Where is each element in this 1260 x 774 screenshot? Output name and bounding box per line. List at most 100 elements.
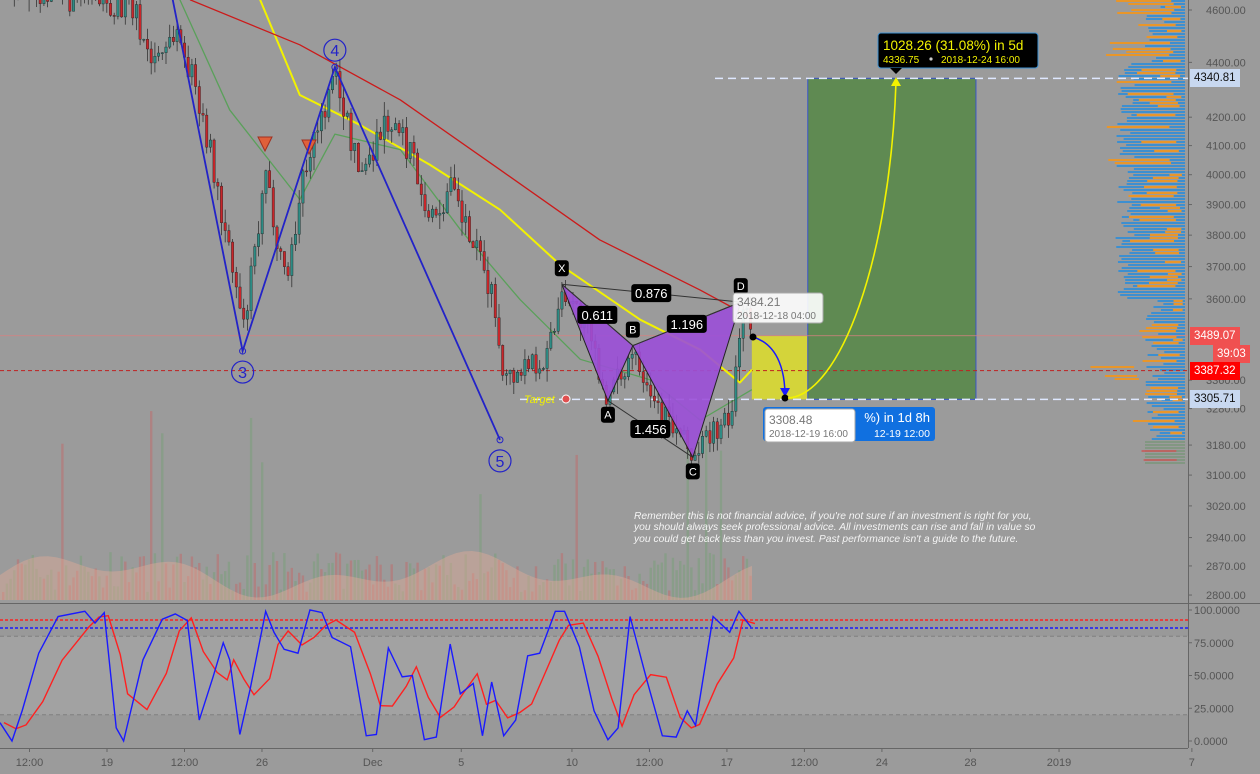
pattern-point-label: A xyxy=(604,410,612,422)
long-position-tool[interactable] xyxy=(0,77,1188,401)
candle-body xyxy=(419,183,423,195)
volume-bar xyxy=(568,585,571,600)
volume-profile-bar xyxy=(1146,15,1185,17)
volume-profile-bar xyxy=(1145,441,1185,443)
volume-profile-bar xyxy=(1125,96,1185,98)
candle-body xyxy=(323,111,327,118)
volume-profile-bar xyxy=(1114,162,1171,164)
volume-profile-bar xyxy=(1148,396,1185,398)
candle-body xyxy=(216,182,220,187)
volume-profile-bar xyxy=(1156,57,1185,59)
volume-profile-bar xyxy=(1151,324,1179,326)
volume-bar xyxy=(101,587,105,600)
volume-bar xyxy=(286,571,290,600)
volume-bar xyxy=(346,563,349,600)
candle-body xyxy=(697,453,701,456)
volume-bar xyxy=(697,558,700,600)
volume-bar xyxy=(453,584,456,600)
candle-body xyxy=(301,170,305,204)
volume-bar xyxy=(668,590,671,600)
harmonic-pattern[interactable]: 0.611 0.876 1.196 1.456 X A B C D xyxy=(554,260,748,480)
volume-bar xyxy=(372,584,375,600)
up-projection-curve xyxy=(787,81,897,399)
ratio-label-box xyxy=(631,284,672,303)
candle-body xyxy=(257,233,260,247)
wave-point xyxy=(496,436,504,444)
candle-body xyxy=(208,139,212,148)
candle-body xyxy=(142,39,146,41)
volume-bar xyxy=(368,564,371,600)
candle-body xyxy=(364,163,368,171)
candle-body xyxy=(42,0,46,4)
volume-profile-bar xyxy=(1117,261,1185,263)
candle-body xyxy=(171,36,175,42)
volume-profile-bar xyxy=(1123,138,1185,140)
candle-body xyxy=(164,46,168,53)
elliott-wave[interactable]: 3 4 5 xyxy=(170,0,512,473)
pattern-point-box xyxy=(600,406,615,423)
candle-body xyxy=(49,0,53,2)
projection-point xyxy=(781,394,789,402)
low-tooltip-box xyxy=(764,408,856,443)
volume-profile-bar xyxy=(1151,312,1185,314)
pattern-point-label: C xyxy=(689,466,697,478)
wave-line xyxy=(171,0,501,441)
volume-bar xyxy=(386,586,390,600)
candle-body xyxy=(320,111,323,132)
candle-body xyxy=(109,3,112,16)
volume-bar xyxy=(187,576,190,600)
volume-bar xyxy=(383,579,386,600)
volume-bar xyxy=(486,571,490,600)
price-badge-target: 4340.81 xyxy=(1190,69,1240,88)
wave-label-circle xyxy=(488,449,512,473)
time-tick-label: 19 xyxy=(101,757,113,769)
volume-profile-bar xyxy=(1116,135,1185,137)
candle-body xyxy=(345,112,349,117)
volume-profile-bar xyxy=(1121,105,1185,107)
candle-body xyxy=(538,368,542,374)
candle-body xyxy=(368,154,371,165)
volume-bar xyxy=(272,552,275,600)
volume-bar xyxy=(520,591,523,600)
candle-body xyxy=(294,234,297,245)
price-tick-label: 3700.00 xyxy=(1206,262,1246,274)
volume-bar xyxy=(249,417,253,600)
volume-profile-bar xyxy=(1151,438,1185,440)
volume-bar xyxy=(682,564,686,600)
low-tooltip-date: 2018-12-19 16:00 xyxy=(769,429,848,440)
projection-annotations[interactable]: Target 1028.26 (31.08%) in 5d 4336.75 2018-… xyxy=(524,32,1039,443)
volume-bar xyxy=(434,564,438,600)
time-tick-label: 2019 xyxy=(1047,757,1071,769)
volume-bar xyxy=(105,575,108,600)
volume-bar xyxy=(742,556,745,600)
volume-bar xyxy=(113,586,116,600)
volume-profile-bar xyxy=(1119,153,1185,155)
candle-body xyxy=(134,4,138,19)
volume-profile-bar xyxy=(1165,6,1182,8)
time-tick-label: 24 xyxy=(876,757,888,769)
volume-bar xyxy=(364,569,367,600)
volume-bar xyxy=(9,578,12,600)
volume-profile-bar xyxy=(1133,168,1185,170)
candle-body xyxy=(401,127,405,133)
candle-body xyxy=(501,345,505,376)
volume-profile-bar xyxy=(1121,243,1185,245)
price-badge-countdown: 39:03 xyxy=(1213,344,1250,363)
price-tick-label: 2870.00 xyxy=(1206,561,1246,573)
candle-body xyxy=(523,359,527,376)
volume-bar xyxy=(590,573,593,600)
volume-profile-bar xyxy=(1164,420,1185,422)
candles xyxy=(13,0,753,468)
candle-body xyxy=(490,284,493,294)
volume-profile-bar xyxy=(1166,228,1182,230)
candle-body xyxy=(297,202,301,235)
volume-bar xyxy=(479,494,482,600)
candle-body xyxy=(527,359,531,369)
down-arrow-icon xyxy=(780,388,790,397)
volume-bar xyxy=(61,443,64,600)
stochastic-band xyxy=(0,636,1188,715)
volume-bar xyxy=(135,572,138,600)
volume-bar xyxy=(216,554,219,600)
volume-bar xyxy=(50,569,53,600)
